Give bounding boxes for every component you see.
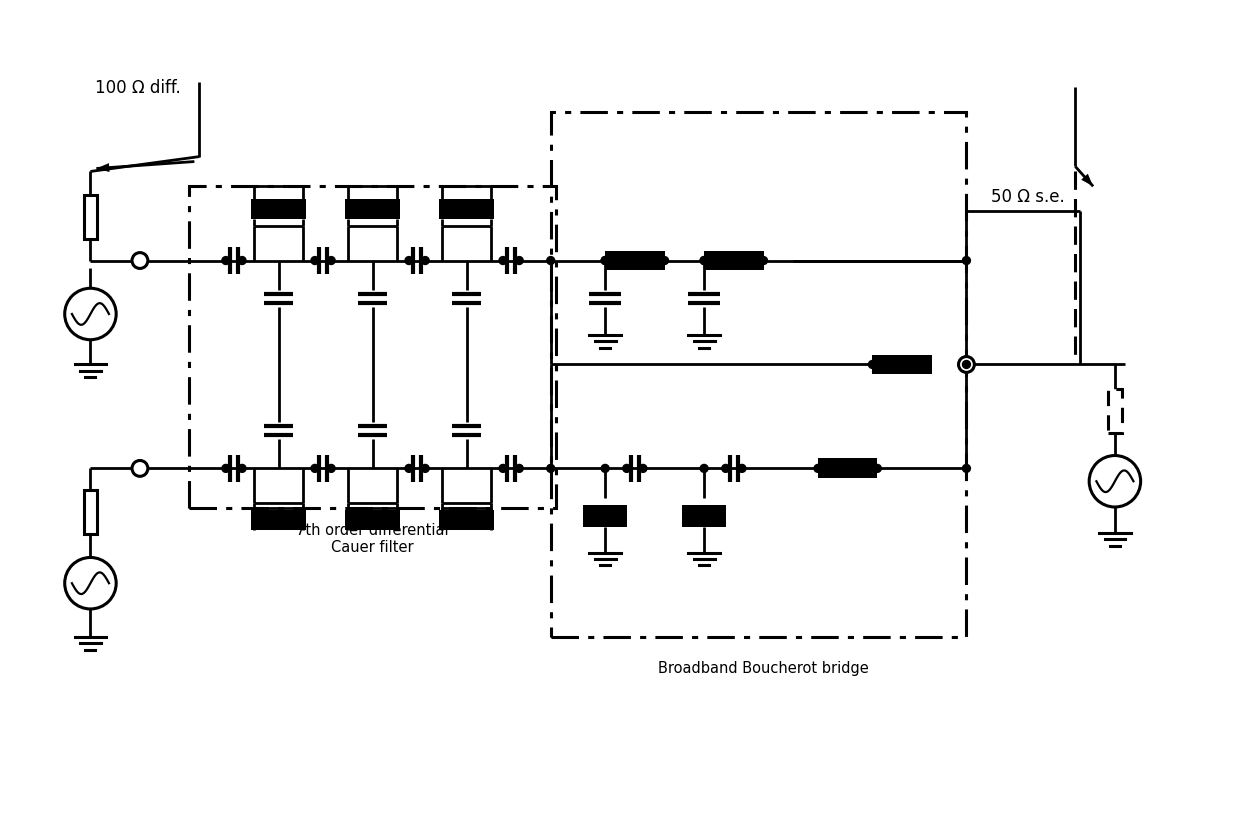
Circle shape [311,256,319,265]
Bar [704,251,764,270]
Bar [818,459,878,478]
Bar [682,505,727,527]
Circle shape [701,256,708,265]
Bar [83,195,98,239]
Text: 50 Ω s.e.: 50 Ω s.e. [991,188,1065,206]
Circle shape [238,464,246,473]
Circle shape [422,256,429,265]
Circle shape [311,464,319,473]
Circle shape [64,288,117,340]
Circle shape [222,464,229,473]
Bar [345,510,399,530]
Bar [252,510,306,530]
Polygon shape [1081,174,1094,186]
Circle shape [498,464,507,473]
Circle shape [868,360,877,369]
Circle shape [516,256,523,265]
Circle shape [238,256,246,265]
Circle shape [498,256,507,265]
Bar [83,490,98,534]
Circle shape [661,256,668,265]
Circle shape [738,464,746,473]
Circle shape [622,464,631,473]
Bar [583,505,627,527]
Circle shape [959,356,975,373]
Circle shape [547,256,554,265]
Text: 100 Ω diff.: 100 Ω diff. [95,79,181,97]
Circle shape [962,256,971,265]
Bar [345,199,399,219]
Circle shape [1089,455,1141,507]
Circle shape [601,464,609,473]
Bar [252,199,306,219]
Circle shape [701,256,708,265]
Bar [1109,389,1122,432]
Circle shape [422,464,429,473]
Text: Broadband Boucherot bridge: Broadband Boucherot bridge [658,662,869,676]
Bar [190,186,556,508]
Text: 7th order differential
Cauer filter: 7th order differential Cauer filter [296,523,449,555]
Bar [551,112,966,636]
Circle shape [131,460,148,477]
Polygon shape [97,163,109,172]
Circle shape [222,256,229,265]
Circle shape [547,464,554,473]
Circle shape [962,464,971,473]
Circle shape [722,464,729,473]
Circle shape [405,256,413,265]
Circle shape [701,464,708,473]
Bar [605,251,665,270]
Bar [439,510,494,530]
Circle shape [327,464,335,473]
Circle shape [405,464,413,473]
Circle shape [962,360,971,369]
Circle shape [639,464,647,473]
Circle shape [760,256,768,265]
Circle shape [601,256,609,265]
Circle shape [516,464,523,473]
Bar [439,199,494,219]
Circle shape [64,558,117,609]
Bar [873,355,931,374]
Circle shape [327,256,335,265]
Circle shape [873,464,882,473]
Circle shape [131,252,148,269]
Circle shape [813,464,822,473]
Circle shape [601,256,609,265]
